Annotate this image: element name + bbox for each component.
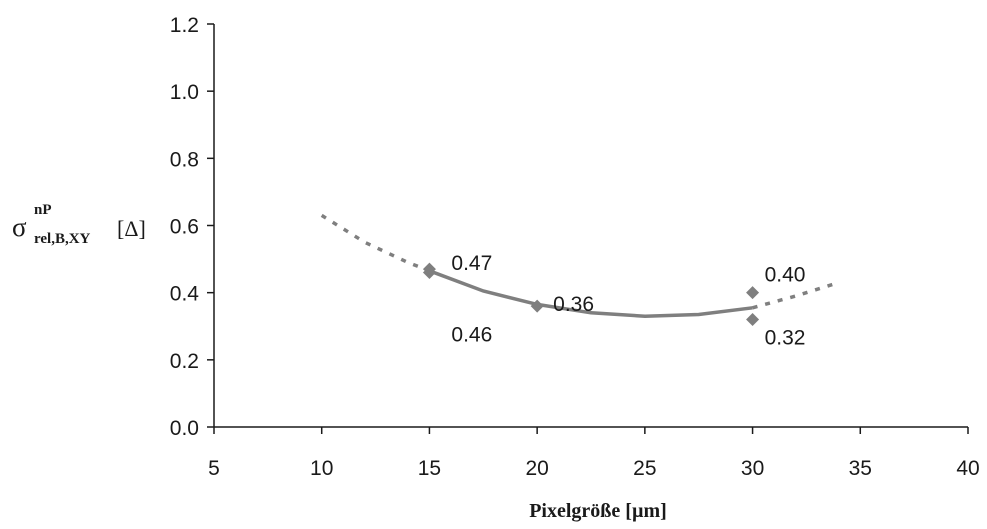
data-label: 0.36 [553,293,594,316]
x-tick-label: 15 [418,457,441,480]
y-tick-label: 0.4 [170,283,200,306]
x-tick-label: 25 [633,457,656,480]
y-axis-title-subscript: rel,B,XY [34,231,91,247]
trendline [320,213,840,318]
y-tick-label: 0.2 [170,350,199,373]
axes [213,24,968,428]
x-tick-label: 35 [849,457,872,480]
y-tick-label: 0.8 [170,148,199,171]
y-tick-label: 0.6 [170,216,199,239]
y-axis-ticks: 0.0 0.2 0.4 0.6 0.8 1.0 1.2 [170,14,214,440]
y-axis-title-unit: [Δ] [117,216,146,241]
x-tick-label: 30 [741,457,764,480]
data-point-marker [422,266,436,280]
y-axis-title: σ nP rel,B,XY [Δ] [12,202,146,247]
trendline-extrapolation-left [320,213,431,273]
y-tick-label: 1.0 [170,81,199,104]
trendline-fit [428,269,753,318]
data-labels: 0.47 0.46 0.36 0.40 0.32 [451,252,805,349]
x-axis-title: Pixelgröße [µm] [529,500,667,522]
x-tick-label: 10 [310,457,333,480]
y-axis-title-symbol: σ [12,212,27,242]
x-tick-label: 5 [208,457,220,480]
y-tick-label: 0.0 [170,417,199,440]
x-axis-ticks: 5 10 15 20 25 30 35 40 [208,427,980,480]
x-tick-label: 40 [956,457,979,480]
data-point-marker [746,313,760,327]
trendline-extrapolation-right [752,280,840,310]
data-point-marker [530,299,544,313]
data-label: 0.46 [451,324,492,347]
data-point-marker [746,286,760,300]
data-label: 0.47 [451,252,492,275]
y-axis-title-superscript: nP [34,202,52,218]
data-label: 0.40 [765,264,806,287]
y-tick-label: 1.2 [170,14,199,37]
x-tick-label: 20 [525,457,548,480]
data-points [422,262,760,327]
data-label: 0.32 [765,327,806,350]
